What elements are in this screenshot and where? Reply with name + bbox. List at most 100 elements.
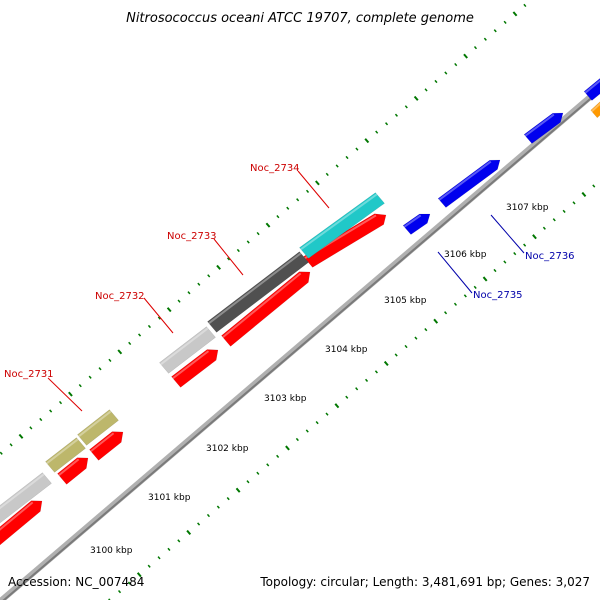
track-dash xyxy=(454,62,458,67)
track-dash xyxy=(512,11,518,17)
track-dash xyxy=(186,529,192,535)
cds-feature[interactable] xyxy=(171,349,219,388)
track-dash xyxy=(345,395,349,399)
gene-noc-2733-highlight xyxy=(208,252,302,325)
cds-feature[interactable] xyxy=(221,271,311,347)
track-dash xyxy=(49,409,53,413)
track-dash xyxy=(147,564,151,568)
track-dash xyxy=(383,360,389,366)
track-dash xyxy=(414,336,418,340)
track-dash xyxy=(394,113,398,117)
gene-feature[interactable] xyxy=(77,409,119,446)
track-dash xyxy=(375,130,379,134)
track-dash xyxy=(463,53,468,59)
track-dash xyxy=(503,260,507,264)
track-dash xyxy=(216,264,221,270)
cds-feature-highlight xyxy=(172,350,210,380)
track-dash xyxy=(246,480,250,484)
gene-feature-highlight xyxy=(584,79,600,94)
cds-feature[interactable] xyxy=(303,213,387,268)
gene-label-noc-2732[interactable]: Noc_2732 xyxy=(95,291,145,302)
track-dash xyxy=(424,328,428,332)
gene-feature-highlight xyxy=(524,113,555,137)
gene-noc-2733[interactable] xyxy=(207,251,309,333)
gene-label-noc-2735[interactable]: Noc_2735 xyxy=(473,290,523,301)
track-dash xyxy=(562,209,566,213)
gene-noc-2731[interactable] xyxy=(45,437,86,473)
track-dash xyxy=(385,122,389,126)
track-dash xyxy=(177,539,181,543)
track-dash xyxy=(157,316,161,320)
track-dash xyxy=(581,191,587,197)
outer-dotted-track xyxy=(0,3,527,455)
gene-label-noc-2736[interactable]: Noc_2736 xyxy=(525,251,575,262)
track-dash xyxy=(335,164,339,168)
track-dash xyxy=(315,180,320,186)
cds-feature-highlight xyxy=(222,272,302,339)
track-dash xyxy=(345,155,349,160)
gene-label-noc-2733[interactable]: Noc_2733 xyxy=(167,231,217,242)
track-dash xyxy=(138,333,142,337)
track-dash xyxy=(236,248,240,253)
track-dash xyxy=(493,268,497,273)
track-dash xyxy=(265,222,271,228)
cds-feature[interactable] xyxy=(89,431,124,461)
track-dash xyxy=(29,426,33,430)
track-dash xyxy=(226,497,230,501)
gene-feature-highlight xyxy=(78,410,112,438)
track-dash xyxy=(413,95,419,101)
gene-feature[interactable] xyxy=(583,77,600,101)
gene-feature-highlight xyxy=(0,473,45,510)
track-dash xyxy=(513,251,517,256)
track-dash xyxy=(235,487,241,493)
cds-feature-highlight xyxy=(0,501,34,531)
gene-noc-2732[interactable] xyxy=(159,326,216,374)
track-dash xyxy=(18,433,24,439)
track-dash xyxy=(246,240,250,244)
label-leaders xyxy=(47,170,525,412)
track-dash xyxy=(523,3,527,8)
gene-label-noc-2731[interactable]: Noc_2731 xyxy=(4,369,54,380)
gene-label-noc-2734[interactable]: Noc_2734 xyxy=(250,163,300,174)
accession-text: Accession: NC_007484 xyxy=(8,575,144,589)
scale-axis: 3100 kbp 3101 kbp 3102 kbp 3103 kbp 3104… xyxy=(90,203,549,556)
track-dash xyxy=(276,454,280,459)
tick-label-3100: 3100 kbp xyxy=(90,546,133,556)
track-dash xyxy=(285,445,290,451)
track-dash xyxy=(325,412,329,416)
track-dash xyxy=(108,598,111,600)
track-dash xyxy=(39,417,43,422)
track-dash xyxy=(315,420,319,425)
track-dash xyxy=(58,400,63,405)
tick-label-3106: 3106 kbp xyxy=(444,250,487,260)
track-dash xyxy=(167,547,171,551)
gene-noc-2734-highlight xyxy=(300,193,378,251)
tick-label-3107: 3107 kbp xyxy=(506,203,549,213)
track-dash xyxy=(355,147,359,151)
track-dash xyxy=(552,218,556,222)
track-dash xyxy=(216,505,220,509)
gene-noc-2734[interactable] xyxy=(299,192,385,259)
gene-feature-highlight xyxy=(591,102,600,113)
track-dash xyxy=(542,226,546,230)
track-dash xyxy=(424,88,428,92)
cds-feature[interactable] xyxy=(0,500,43,546)
track-dash xyxy=(532,234,537,240)
gene-noc-2736[interactable] xyxy=(437,159,501,208)
gene-noc-2731-highlight xyxy=(46,438,79,465)
track-dash xyxy=(88,375,92,379)
gene-feature[interactable] xyxy=(523,112,564,144)
track-dash xyxy=(394,353,398,357)
track-dash xyxy=(325,172,329,177)
track-dash xyxy=(117,349,123,355)
gene-feature[interactable] xyxy=(590,100,600,119)
cds-feature[interactable] xyxy=(57,457,89,485)
gene-feature[interactable] xyxy=(0,472,52,524)
gene-noc-2735[interactable] xyxy=(402,213,431,235)
tick-label-3102: 3102 kbp xyxy=(206,444,249,454)
track-dash xyxy=(166,307,172,313)
track-dash xyxy=(493,29,497,33)
track-dash xyxy=(463,294,467,298)
track-dash xyxy=(177,299,181,303)
